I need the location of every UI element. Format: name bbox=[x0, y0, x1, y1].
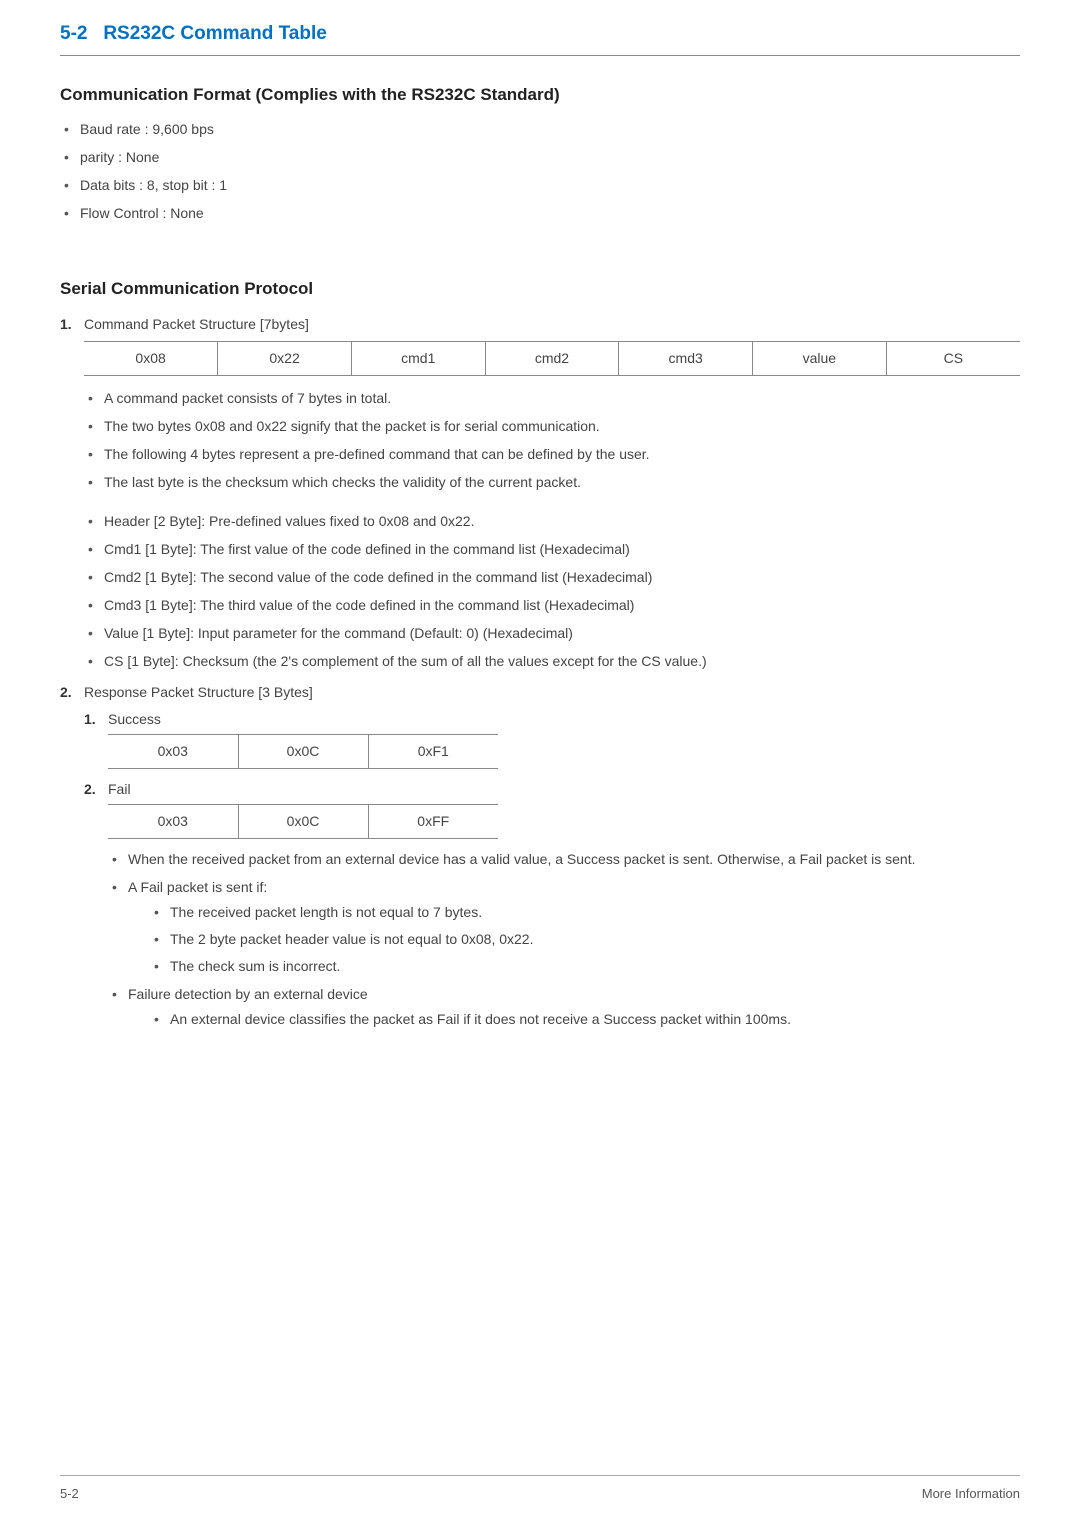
list-item: Header [2 Byte]: Pre-defined values fixe… bbox=[84, 511, 1020, 532]
protocol-ordered-list: Command Packet Structure [7bytes] 0x08 0… bbox=[60, 314, 1020, 1030]
list-item: The 2 byte packet header value is not eq… bbox=[152, 929, 1020, 950]
footer-left: 5-2 bbox=[60, 1484, 79, 1504]
list-item: An external device classifies the packet… bbox=[152, 1009, 1020, 1030]
packet-notes-b: Header [2 Byte]: Pre-defined values fixe… bbox=[84, 511, 1020, 672]
response-title: Response Packet Structure [3 Bytes] bbox=[84, 684, 313, 700]
page-footer: 5-2 More Information bbox=[60, 1475, 1020, 1504]
comm-format-list: Baud rate : 9,600 bps parity : None Data… bbox=[60, 119, 1020, 224]
packet-cell: 0x0C bbox=[238, 734, 368, 768]
failure-detect-label: Failure detection by an external device bbox=[128, 986, 368, 1002]
packet-cell: cmd2 bbox=[485, 341, 619, 375]
list-item: Data bits : 8, stop bit : 1 bbox=[60, 175, 1020, 196]
list-item: Cmd3 [1 Byte]: The third value of the co… bbox=[84, 595, 1020, 616]
comm-format-heading: Communication Format (Complies with the … bbox=[60, 82, 1020, 108]
list-item: The following 4 bytes represent a pre-de… bbox=[84, 444, 1020, 465]
section-title: RS232C Command Table bbox=[103, 23, 326, 44]
cmd-packet-title: Command Packet Structure [7bytes] bbox=[84, 316, 309, 332]
packet-cell: CS bbox=[886, 341, 1020, 375]
response-packet-item: Response Packet Structure [3 Bytes] Succ… bbox=[60, 682, 1020, 1030]
list-item: The check sum is incorrect. bbox=[152, 956, 1020, 977]
list-item: Failure detection by an external device … bbox=[108, 984, 1020, 1030]
list-item: A Fail packet is sent if: The received p… bbox=[108, 877, 1020, 977]
packet7-table: 0x08 0x22 cmd1 cmd2 cmd3 value CS bbox=[84, 341, 1020, 376]
packet-cell: cmd1 bbox=[351, 341, 485, 375]
packet-cell: 0xF1 bbox=[368, 734, 498, 768]
list-item: Baud rate : 9,600 bps bbox=[60, 119, 1020, 140]
response-nested-list: Success 0x03 0x0C 0xF1 Fail 0x03 0x0C 0x… bbox=[84, 709, 1020, 1030]
packet-cell: 0x22 bbox=[218, 341, 352, 375]
section-heading: 5-2 RS232C Command Table bbox=[60, 20, 1020, 56]
list-item: The received packet length is not equal … bbox=[152, 902, 1020, 923]
fail-conditions: The received packet length is not equal … bbox=[152, 902, 1020, 977]
failure-detect-list: An external device classifies the packet… bbox=[152, 1009, 1020, 1030]
footer-right: More Information bbox=[922, 1484, 1020, 1504]
fail-notes: When the received packet from an externa… bbox=[108, 849, 1020, 1030]
list-item: CS [1 Byte]: Checksum (the 2's complemen… bbox=[84, 651, 1020, 672]
fail-sent-if-label: A Fail packet is sent if: bbox=[128, 879, 267, 895]
fail-packet-table: 0x03 0x0C 0xFF bbox=[108, 804, 498, 839]
packet-cell: 0x08 bbox=[84, 341, 218, 375]
list-item: Value [1 Byte]: Input parameter for the … bbox=[84, 623, 1020, 644]
list-item: Flow Control : None bbox=[60, 203, 1020, 224]
fail-label: Fail bbox=[108, 781, 131, 797]
list-item: Cmd2 [1 Byte]: The second value of the c… bbox=[84, 567, 1020, 588]
success-item: Success 0x03 0x0C 0xF1 bbox=[84, 709, 1020, 769]
cmd-packet-item: Command Packet Structure [7bytes] 0x08 0… bbox=[60, 314, 1020, 672]
list-item: parity : None bbox=[60, 147, 1020, 168]
packet-notes-a: A command packet consists of 7 bytes in … bbox=[84, 388, 1020, 493]
list-item: Cmd1 [1 Byte]: The first value of the co… bbox=[84, 539, 1020, 560]
fail-item: Fail 0x03 0x0C 0xFF When the received pa… bbox=[84, 779, 1020, 1030]
list-item: The two bytes 0x08 and 0x22 signify that… bbox=[84, 416, 1020, 437]
packet-cell: 0x0C bbox=[238, 804, 368, 838]
packet-cell: 0x03 bbox=[108, 734, 238, 768]
packet-cell: value bbox=[753, 341, 887, 375]
packet-cell: 0xFF bbox=[368, 804, 498, 838]
list-item: The last byte is the checksum which chec… bbox=[84, 472, 1020, 493]
success-label: Success bbox=[108, 711, 161, 727]
serial-protocol-heading: Serial Communication Protocol bbox=[60, 276, 1020, 302]
list-item: A command packet consists of 7 bytes in … bbox=[84, 388, 1020, 409]
packet-cell: 0x03 bbox=[108, 804, 238, 838]
success-packet-table: 0x03 0x0C 0xF1 bbox=[108, 734, 498, 769]
packet-cell: cmd3 bbox=[619, 341, 753, 375]
list-item: When the received packet from an externa… bbox=[108, 849, 1020, 870]
section-number: 5-2 bbox=[60, 23, 87, 44]
